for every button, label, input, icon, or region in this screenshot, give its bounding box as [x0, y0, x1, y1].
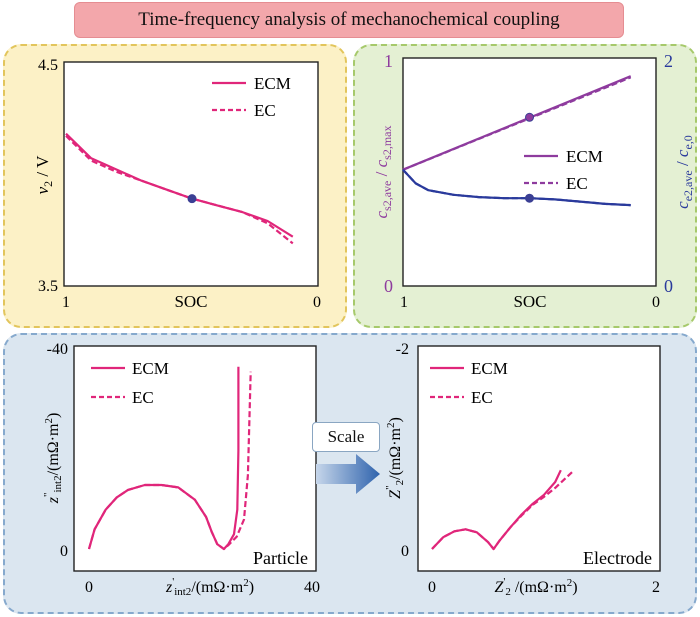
figure-title-text: Time-frequency analysis of mechanochemic… — [138, 9, 560, 30]
scale-label: Scale — [312, 422, 380, 452]
figure-title: Time-frequency analysis of mechanochemic… — [74, 2, 624, 38]
concentration-panel — [353, 44, 697, 328]
scale-arrow-icon — [316, 454, 380, 494]
scale-label-text: Scale — [327, 427, 365, 446]
voltage-panel — [3, 44, 347, 328]
